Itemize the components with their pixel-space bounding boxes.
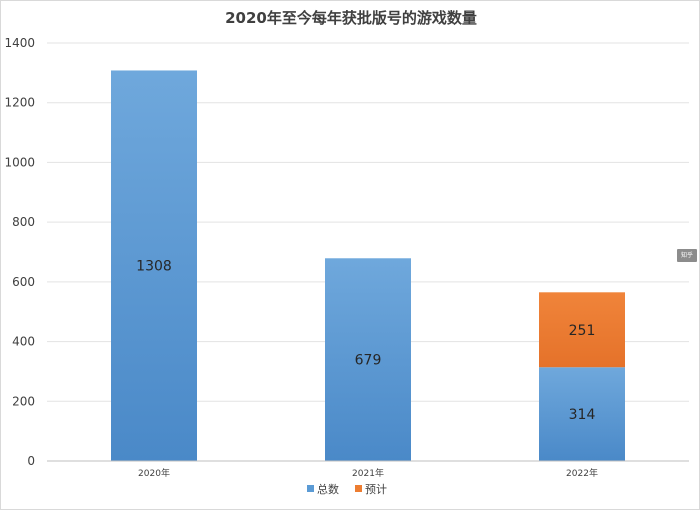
legend-label: 预计 <box>365 483 387 496</box>
legend: 总数 预计 <box>307 482 387 496</box>
y-tick-label: 0 <box>27 454 35 468</box>
axes: 0 200 400 600 800 1000 1200 1400 2020年 2021年 2022年 <box>4 36 689 479</box>
legend-swatch <box>355 485 362 492</box>
chart-title: 2020年至今每年获批版号的游戏数量 <box>225 9 477 27</box>
bar-total-1 <box>111 70 197 462</box>
y-tick-label: 1200 <box>4 96 35 110</box>
side-badge[interactable]: 知乎 <box>677 249 697 262</box>
bar-total-2 <box>325 258 411 461</box>
y-tick-label: 600 <box>12 275 35 289</box>
data-labels: 1308 679 314 251 <box>136 259 595 423</box>
y-tick-label: 1000 <box>4 155 35 169</box>
legend-swatch <box>307 485 314 492</box>
data-label: 314 <box>569 407 596 423</box>
y-tick-label: 1400 <box>4 36 35 50</box>
legend-label: 总数 <box>317 482 339 496</box>
y-tick-label: 400 <box>12 335 35 349</box>
x-tick-label: 2022年 <box>566 467 598 479</box>
bar-total-3 <box>539 367 625 461</box>
y-tick-label: 800 <box>12 215 35 229</box>
x-tick-label: 2021年 <box>352 467 384 479</box>
data-label: 251 <box>569 323 596 339</box>
x-tick-label: 2020年 <box>138 467 170 479</box>
bar-estimate-3 <box>539 292 625 368</box>
data-label: 679 <box>355 353 382 369</box>
data-label: 1308 <box>136 259 172 275</box>
y-tick-label: 200 <box>12 394 35 408</box>
bars <box>111 70 625 462</box>
